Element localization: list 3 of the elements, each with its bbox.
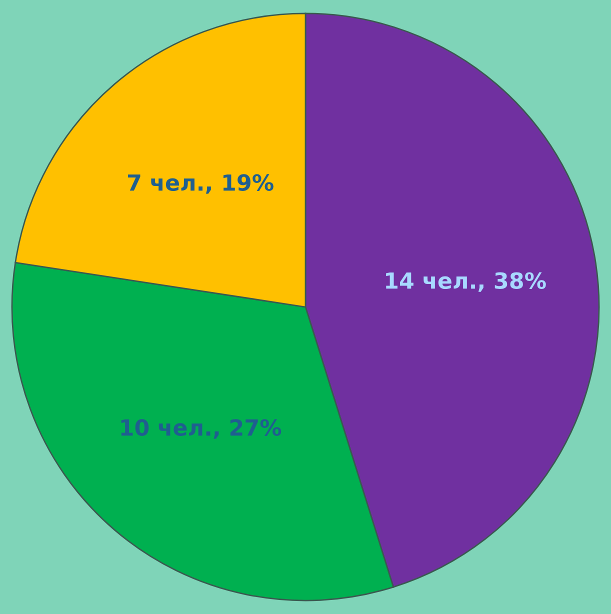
data-label: 14 чел., 38% [386, 272, 546, 292]
data-label: 10 чел., 27% [121, 419, 282, 439]
data-label: 7 чел., 19% [128, 174, 274, 194]
